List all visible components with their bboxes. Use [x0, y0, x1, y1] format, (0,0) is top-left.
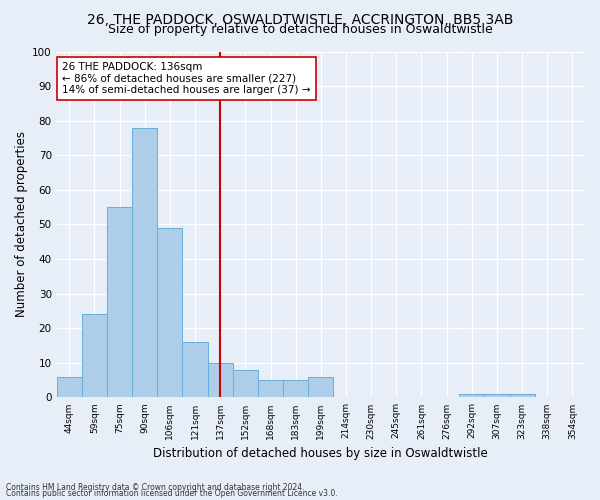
Bar — [484, 394, 509, 398]
Bar — [182, 342, 208, 398]
Bar — [258, 380, 283, 398]
Bar — [56, 376, 82, 398]
Bar — [82, 314, 107, 398]
X-axis label: Distribution of detached houses by size in Oswaldtwistle: Distribution of detached houses by size … — [154, 447, 488, 460]
Text: Size of property relative to detached houses in Oswaldtwistle: Size of property relative to detached ho… — [107, 22, 493, 36]
Text: Contains public sector information licensed under the Open Government Licence v3: Contains public sector information licen… — [6, 490, 338, 498]
Bar — [308, 376, 334, 398]
Text: 26, THE PADDOCK, OSWALDTWISTLE, ACCRINGTON, BB5 3AB: 26, THE PADDOCK, OSWALDTWISTLE, ACCRINGT… — [87, 12, 513, 26]
Text: Contains HM Land Registry data © Crown copyright and database right 2024.: Contains HM Land Registry data © Crown c… — [6, 484, 305, 492]
Bar — [132, 128, 157, 398]
Bar — [509, 394, 535, 398]
Bar — [157, 228, 182, 398]
Bar — [208, 363, 233, 398]
Y-axis label: Number of detached properties: Number of detached properties — [15, 132, 28, 318]
Bar — [283, 380, 308, 398]
Text: 26 THE PADDOCK: 136sqm
← 86% of detached houses are smaller (227)
14% of semi-de: 26 THE PADDOCK: 136sqm ← 86% of detached… — [62, 62, 310, 95]
Bar — [459, 394, 484, 398]
Bar — [107, 207, 132, 398]
Bar — [233, 370, 258, 398]
